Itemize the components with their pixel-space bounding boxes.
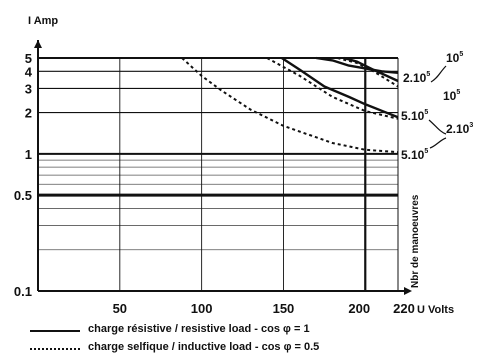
curve-annotation: 5.105	[401, 109, 428, 123]
curve-annotation: 105	[446, 51, 463, 65]
curve-annotation: 2.103	[446, 122, 473, 136]
x-tick-label: 200	[348, 301, 370, 316]
series-line-inductive-6	[266, 57, 399, 120]
series-line-resistive-3	[281, 56, 399, 119]
x-tick-label: 150	[273, 301, 295, 316]
annotation-leader	[428, 119, 447, 135]
legend-item-resistive: charge résistive / resistive load - cos …	[30, 323, 470, 339]
legend-label-resistive: charge résistive / resistive load - cos …	[88, 323, 310, 335]
y-tick-label: 2	[25, 106, 32, 121]
y-tick-label: 0.1	[14, 284, 32, 299]
y-tick-label: 4	[25, 64, 33, 79]
legend-item-inductive: charge selfique / inductive load - cos φ…	[30, 341, 470, 357]
y-tick-label: 3	[25, 81, 32, 96]
curve-annotations: 105 2.105 105 5.105 2.103 5.105	[401, 51, 473, 162]
x-tick-label: 220	[393, 301, 415, 316]
x-tick-label: 100	[191, 301, 213, 316]
y-axis-title: I Amp	[28, 15, 58, 27]
curve-annotation: 5.105	[401, 148, 428, 162]
series-line-resistive-2	[343, 56, 399, 83]
annotation-leader	[430, 65, 447, 83]
legend-label-inductive: charge selfique / inductive load - cos φ…	[88, 341, 320, 353]
series-line-resistive-1	[316, 56, 399, 74]
x-tick-label: 50	[113, 301, 127, 316]
annotation-leader	[429, 137, 447, 149]
y-tick-label: 5	[25, 51, 32, 66]
legend-line-dotted	[30, 348, 80, 350]
y-tick-label: 1	[25, 147, 32, 162]
curve-annotation: 2.105	[403, 71, 430, 85]
side-label: Nbr de manoeuvres	[410, 194, 421, 288]
x-axis-arrow	[404, 287, 412, 295]
y-axis-arrow	[34, 40, 42, 48]
series	[181, 56, 399, 154]
tick-labels: 0.1 0.5 1 2 3 45 50 100 150 200 220	[14, 51, 415, 316]
y-tick-label: 0.5	[14, 188, 32, 203]
x-axis-title: U Volts	[417, 304, 454, 316]
series-line-inductive-5	[181, 57, 399, 154]
curve-annotation: 105	[443, 89, 460, 103]
legend-line-solid	[30, 330, 80, 332]
grid	[34, 40, 412, 295]
